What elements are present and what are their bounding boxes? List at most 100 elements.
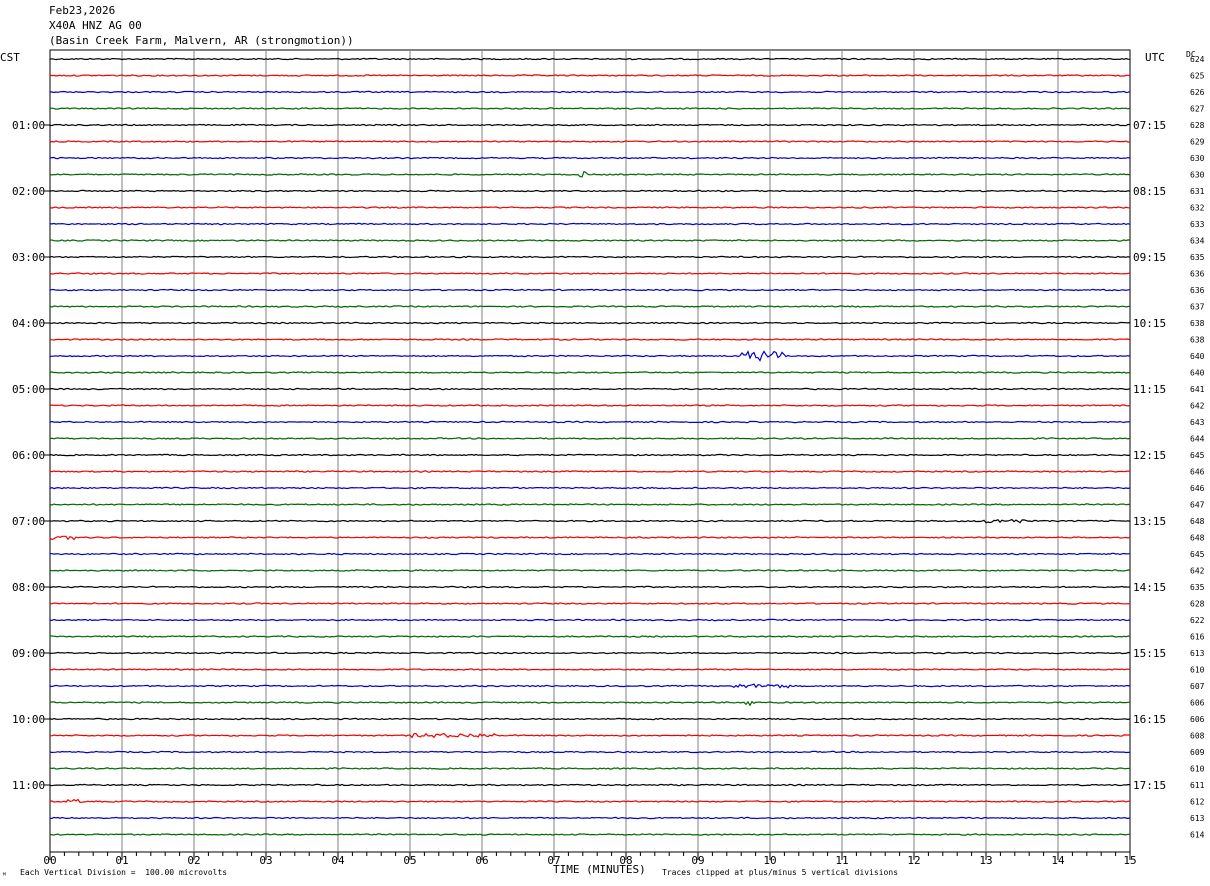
dc-offset-label: 638	[1190, 319, 1205, 328]
trace-line	[49, 288, 1130, 292]
left-hour-label: 06:00	[12, 449, 45, 462]
x-tick-label: 05	[403, 854, 416, 867]
trace-layer	[49, 57, 1131, 836]
right-hour-label: 11:15	[1133, 383, 1166, 396]
dc-offset-label: 646	[1190, 468, 1205, 477]
trace-line	[49, 189, 1131, 193]
left-hour-label: 09:00	[12, 647, 45, 660]
trace-line	[49, 798, 1131, 804]
scale-note: Each Vertical Division = 100.00 microvol…	[20, 868, 227, 877]
dc-label: DC	[1186, 50, 1196, 59]
dc-offset-label: 629	[1190, 138, 1205, 147]
dc-offset-label: 647	[1190, 501, 1205, 510]
trace-line	[49, 535, 1131, 541]
trace-line	[49, 140, 1130, 143]
right-hour-label: 12:15	[1133, 449, 1166, 462]
trace-line	[49, 404, 1131, 407]
x-tick-label: 13	[979, 854, 992, 867]
dc-offset-label: 638	[1190, 336, 1205, 345]
dc-offset-label: 646	[1190, 484, 1205, 493]
right-timezone-label: UTC	[1145, 51, 1165, 64]
right-hour-label: 10:15	[1133, 317, 1166, 330]
trace-line	[49, 156, 1131, 160]
trace-line	[49, 651, 1131, 655]
right-hour-label: 09:15	[1133, 251, 1166, 264]
dc-offset-label: 626	[1190, 88, 1205, 97]
dc-offset-label: 641	[1190, 385, 1205, 394]
trace-line	[49, 321, 1131, 325]
location-label: (Basin Creek Farm, Malvern, AR (strongmo…	[49, 34, 354, 47]
dc-offset-label: 611	[1190, 781, 1205, 790]
trace-line	[49, 123, 1131, 127]
trace-line	[49, 816, 1131, 820]
dc-offset-label: 616	[1190, 633, 1205, 642]
left-hour-label: 11:00	[12, 779, 45, 792]
label-layer: 00 01 02 03 04 05 06 07 08 09 10 11 12 13 14 15 624 625 62…	[12, 55, 1205, 867]
trace-line	[49, 222, 1131, 226]
trace-line	[49, 90, 1131, 94]
dc-offset-label: 628	[1190, 600, 1205, 609]
dc-offset-label: 636	[1190, 286, 1205, 295]
dc-offset-label: 606	[1190, 715, 1205, 724]
trace-line	[49, 668, 1131, 671]
x-tick-label: 00	[43, 854, 56, 867]
x-tick-label: 15	[1123, 854, 1136, 867]
dc-offset-label: 645	[1190, 550, 1205, 559]
trace-line	[49, 569, 1131, 572]
x-tick-label: 10	[763, 854, 776, 867]
right-hour-label: 15:15	[1133, 647, 1166, 660]
trace-line	[49, 437, 1131, 440]
trace-line	[49, 486, 1131, 490]
x-tick-label: 12	[907, 854, 920, 867]
trace-line	[49, 700, 1130, 707]
left-hour-label: 07:00	[12, 515, 45, 528]
trace-line	[49, 453, 1131, 457]
left-hour-label: 05:00	[12, 383, 45, 396]
trace-line	[49, 602, 1131, 605]
dc-offset-label: 612	[1190, 798, 1205, 807]
date-label: Feb23,2026	[49, 4, 116, 17]
dc-offset-label: 609	[1190, 748, 1205, 757]
trace-line	[49, 57, 1131, 61]
dc-offset-label: 635	[1190, 583, 1205, 592]
dc-offset-label: 640	[1190, 369, 1205, 378]
trace-line	[49, 635, 1131, 638]
left-hour-label: 02:00	[12, 185, 45, 198]
dc-offset-label: 634	[1190, 237, 1205, 246]
left-hour-label: 08:00	[12, 581, 45, 594]
trace-line	[49, 206, 1130, 209]
dc-offset-label: 614	[1190, 831, 1205, 840]
dc-offset-label: 648	[1190, 517, 1205, 526]
left-hour-label: 10:00	[12, 713, 45, 726]
x-tick-label: 11	[835, 854, 848, 867]
trace-line	[49, 732, 1130, 739]
trace-line	[49, 420, 1131, 424]
trace-line	[49, 170, 1131, 178]
dc-offset-label: 632	[1190, 204, 1205, 213]
dc-offset-label: 630	[1190, 171, 1205, 180]
dc-offset-label: 613	[1190, 814, 1205, 823]
clip-note: Traces clipped at plus/minus 5 vertical …	[662, 868, 898, 877]
dc-offset-label: 644	[1190, 435, 1205, 444]
trace-line	[49, 750, 1131, 754]
x-tick-label: 09	[691, 854, 704, 867]
dc-offset-label: 630	[1190, 154, 1205, 163]
x-tick-label: 08	[619, 854, 632, 867]
dc-offset-label: 642	[1190, 402, 1205, 411]
x-tick-label: 07	[547, 854, 560, 867]
trace-line	[49, 338, 1131, 341]
trace-line	[49, 833, 1130, 836]
dc-offset-label: 607	[1190, 682, 1205, 691]
dc-offset-label: 637	[1190, 303, 1205, 312]
x-tick-label: 06	[475, 854, 488, 867]
x-tick-label: 14	[1051, 854, 1065, 867]
trace-line	[49, 585, 1131, 589]
left-hour-label: 01:00	[12, 119, 45, 132]
trace-line	[49, 503, 1131, 506]
trace-line	[49, 107, 1131, 110]
dc-offset-label: 625	[1190, 72, 1205, 81]
trace-line	[49, 470, 1131, 473]
right-hour-label: 08:15	[1133, 185, 1166, 198]
corner-mark: ᴹ	[2, 871, 7, 880]
